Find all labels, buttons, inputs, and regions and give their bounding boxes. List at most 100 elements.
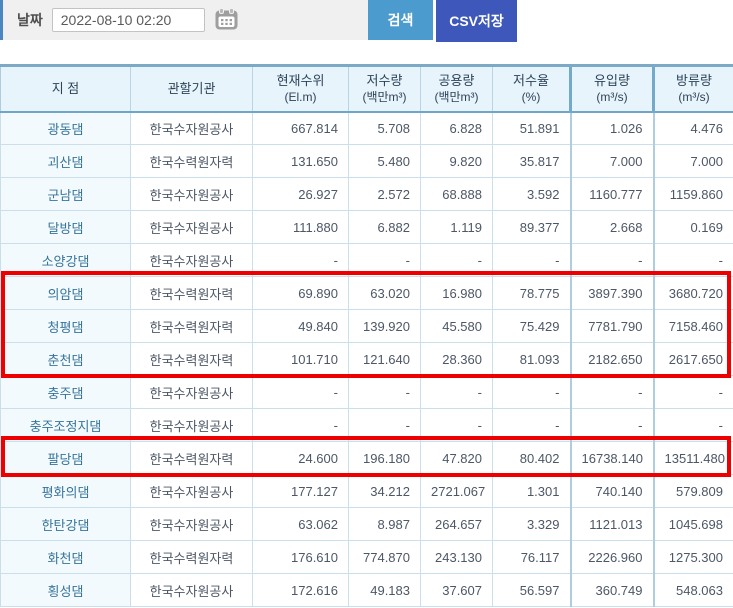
table-row: 팔당댐 한국수력원자력 24.600 196.180 47.820 80.402 16738… (0, 441, 733, 475)
value-cell: 774.870 (348, 540, 421, 574)
agency-cell: 한국수자원공사 (130, 474, 253, 508)
value-cell: - (652, 408, 733, 442)
dam-name-cell: 청평댐 (0, 309, 131, 343)
dam-name-cell: 괴산댐 (0, 144, 131, 178)
value-cell: 89.377 (492, 210, 571, 244)
value-cell: 9.820 (420, 144, 493, 178)
table-header-row: 지 점 관할기관 현재수위 (El.m) 저수량 (백만m³) 공용량 (백만m³) 저수율 (%… (0, 64, 733, 113)
value-cell: 63.020 (348, 276, 421, 310)
value-cell: 1160.777 (569, 177, 654, 211)
value-cell: 24.600 (252, 441, 349, 475)
dam-table: 지 점 관할기관 현재수위 (El.m) 저수량 (백만m³) 공용량 (백만m³) 저수율 (%… (0, 64, 733, 607)
value-cell: 16.980 (420, 276, 493, 310)
dam-name-cell: 충주조정지댐 (0, 408, 131, 442)
dam-name-cell: 광동댐 (0, 111, 131, 145)
table-row: 소양강댐 한국수자원공사 - - - - - - (0, 243, 733, 277)
dam-name-cell: 팔당댐 (0, 441, 131, 475)
date-label: 날짜 (17, 12, 43, 28)
agency-cell: 한국수력원자력 (130, 540, 253, 574)
value-cell: 51.891 (492, 111, 571, 145)
date-input[interactable] (51, 8, 205, 32)
value-cell: - (492, 375, 571, 409)
agency-cell: 한국수자원공사 (130, 573, 253, 607)
value-cell: 80.402 (492, 441, 571, 475)
csv-save-button[interactable]: CSV저장 (436, 0, 517, 42)
value-cell: 1.026 (569, 111, 654, 145)
value-cell: 196.180 (348, 441, 421, 475)
table-row: 달방댐 한국수자원공사 111.880 6.882 1.119 89.377 2.668 0.… (0, 210, 733, 244)
value-cell: 264.657 (420, 507, 493, 541)
value-cell: 1.301 (492, 474, 571, 508)
value-cell: - (420, 375, 493, 409)
table-header-cell: 유입량 (m³/s) (569, 64, 654, 113)
value-cell: 63.062 (252, 507, 349, 541)
value-cell: - (348, 243, 421, 277)
value-cell: 548.063 (652, 573, 733, 607)
value-cell: 5.480 (348, 144, 421, 178)
dam-name-cell: 횡성댐 (0, 573, 131, 607)
value-cell: 4.476 (652, 111, 733, 145)
agency-cell: 한국수자원공사 (130, 243, 253, 277)
value-cell: - (652, 375, 733, 409)
agency-cell: 한국수력원자력 (130, 144, 253, 178)
table-row: 괴산댐 한국수력원자력 131.650 5.480 9.820 35.817 7.000 7.… (0, 144, 733, 178)
agency-cell: 한국수자원공사 (130, 507, 253, 541)
table-header: 지 점 관할기관 현재수위 (El.m) 저수량 (백만m³) 공용량 (백만m³) 저수율 (%… (0, 64, 733, 113)
value-cell: 76.117 (492, 540, 571, 574)
table-header-cell: 관할기관 (130, 64, 253, 113)
value-cell: 177.127 (252, 474, 349, 508)
value-cell: 2721.067 (420, 474, 493, 508)
value-cell: 26.927 (252, 177, 349, 211)
value-cell: 35.817 (492, 144, 571, 178)
value-cell: 37.607 (420, 573, 493, 607)
value-cell: 13511.480 (652, 441, 733, 475)
value-cell: 8.987 (348, 507, 421, 541)
value-cell: 243.130 (420, 540, 493, 574)
dam-name-cell: 충주댐 (0, 375, 131, 409)
table-row: 청평댐 한국수력원자력 49.840 139.920 45.580 75.429 7781.… (0, 309, 733, 343)
value-cell: 7.000 (652, 144, 733, 178)
table-row: 화천댐 한국수력원자력 176.610 774.870 243.130 76.117 222… (0, 540, 733, 574)
agency-cell: 한국수자원공사 (130, 375, 253, 409)
dam-name-cell: 춘천댐 (0, 342, 131, 376)
value-cell: 111.880 (252, 210, 349, 244)
value-cell: 3.592 (492, 177, 571, 211)
table-header-cell: 공용량 (백만m³) (420, 64, 493, 113)
value-cell: 69.890 (252, 276, 349, 310)
value-cell: 56.597 (492, 573, 571, 607)
value-cell: - (420, 408, 493, 442)
toolbar: 날짜 (0, 0, 433, 40)
value-cell: 3680.720 (652, 276, 733, 310)
value-cell: 579.809 (652, 474, 733, 508)
value-cell: - (420, 243, 493, 277)
value-cell: 2617.650 (652, 342, 733, 376)
value-cell: - (348, 408, 421, 442)
value-cell: 2182.650 (569, 342, 654, 376)
table-row: 광동댐 한국수자원공사 667.814 5.708 6.828 51.891 1.026 4.… (0, 111, 733, 145)
value-cell: 16738.140 (569, 441, 654, 475)
calendar-icon (215, 7, 238, 33)
value-cell: 2.668 (569, 210, 654, 244)
table-header-cell: 지 점 (0, 64, 131, 113)
dam-name-cell: 화천댐 (0, 540, 131, 574)
calendar-button[interactable] (215, 7, 239, 33)
value-cell: 2226.960 (569, 540, 654, 574)
value-cell: 0.169 (652, 210, 733, 244)
value-cell: - (252, 243, 349, 277)
table-header-cell: 저수량 (백만m³) (348, 64, 421, 113)
agency-cell: 한국수자원공사 (130, 111, 253, 145)
value-cell: 6.828 (420, 111, 493, 145)
agency-cell: 한국수자원공사 (130, 210, 253, 244)
value-cell: - (569, 375, 654, 409)
search-button[interactable]: 검색 (368, 0, 433, 40)
value-cell: 360.749 (569, 573, 654, 607)
table-row: 충주댐 한국수자원공사 - - - - - - (0, 375, 733, 409)
value-cell: 28.360 (420, 342, 493, 376)
value-cell: 740.140 (569, 474, 654, 508)
value-cell: 1121.013 (569, 507, 654, 541)
value-cell: 7781.790 (569, 309, 654, 343)
value-cell: 47.820 (420, 441, 493, 475)
value-cell: 34.212 (348, 474, 421, 508)
table-header-cell: 방류량 (m³/s) (652, 64, 733, 113)
